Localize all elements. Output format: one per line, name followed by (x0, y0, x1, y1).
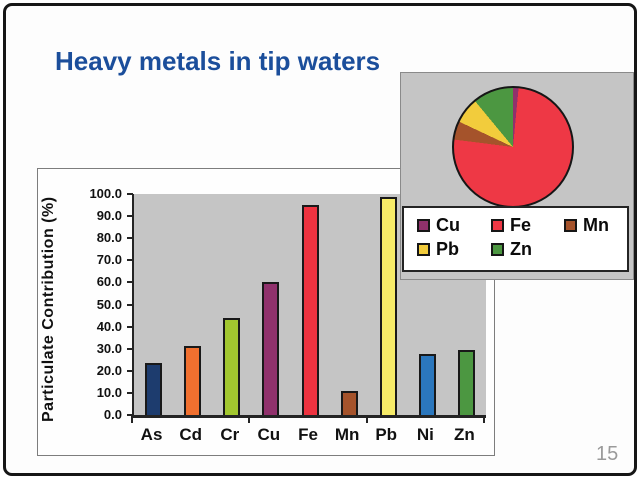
y-tick-mark (127, 237, 133, 240)
bar-mn (340, 391, 358, 415)
page-number: 15 (596, 443, 619, 465)
legend-label-fe: Fe (510, 215, 532, 235)
bar-chart-y-axis-title: Particulate Contribution (%) (40, 196, 57, 422)
bar-as (145, 363, 163, 415)
y-tick-mark (127, 193, 133, 195)
x-label-cu: Cu (257, 425, 281, 444)
bar-pb (379, 197, 397, 415)
y-tick-label: 10.0 (96, 384, 122, 400)
legend-item-pb: Pb (417, 240, 491, 258)
y-tick-mark (127, 325, 133, 328)
bar-fe (301, 205, 319, 415)
y-tick-label: 70.0 (96, 252, 122, 268)
legend-label-zn: Zn (510, 239, 532, 259)
y-tick-label: 60.0 (96, 274, 122, 290)
legend-label-mn: Mn (583, 215, 609, 235)
y-tick-label: 0.0 (103, 407, 122, 422)
y-tick-label: 30.0 (96, 340, 122, 356)
bar-cd (184, 346, 202, 415)
x-label-mn: Mn (334, 425, 360, 444)
y-tick-label: 50.0 (96, 296, 122, 312)
legend-swatch-pb (417, 242, 430, 256)
y-tick-mark (127, 303, 133, 306)
x-label-zn: Zn (454, 425, 475, 444)
y-tick-mark (127, 391, 133, 394)
slide-title: Heavy metals in tip waters (55, 46, 381, 76)
legend-swatch-zn (491, 242, 504, 256)
legend-item-fe: Fe (491, 216, 564, 234)
pie-chart (452, 86, 574, 208)
x-label-pb: Pb (375, 425, 398, 444)
legend-swatch-mn (564, 218, 577, 232)
x-label-fe: Fe (298, 425, 318, 444)
legend-label-cu: Cu (436, 215, 460, 235)
y-tick-label: 20.0 (96, 362, 122, 378)
x-tick-mark (365, 416, 368, 423)
legend-swatch-fe (491, 218, 504, 232)
x-label-ni: Ni (416, 425, 434, 444)
legend-item-mn: Mn (564, 216, 627, 234)
y-tick-label: 40.0 (96, 318, 122, 334)
y-tick-mark (127, 414, 133, 416)
x-tick-mark (248, 416, 251, 423)
y-tick-mark (127, 215, 133, 218)
slide: Heavy metals in tip waters Particulate C… (3, 3, 637, 476)
x-tick-mark (483, 416, 485, 423)
legend-swatch-cu (417, 218, 430, 232)
y-tick-mark (127, 369, 133, 372)
y-tick-label: 90.0 (96, 208, 122, 224)
legend-label-pb: Pb (436, 239, 460, 259)
bar-cr (223, 318, 241, 415)
y-tick-label: 100.0 (89, 186, 122, 201)
legend-item-cu: Cu (417, 216, 491, 234)
pie-legend: Cu Fe Mn Pb Zn (402, 206, 629, 272)
bar-ni (418, 354, 436, 415)
x-tick-mark (131, 416, 133, 423)
y-tick-mark (127, 259, 133, 262)
legend-item-zn: Zn (491, 240, 564, 258)
y-tick-mark (127, 281, 133, 284)
y-tick-label: 80.0 (96, 230, 122, 246)
x-label-cr: Cr (220, 425, 240, 444)
bar-zn (457, 350, 475, 415)
x-label-cd: Cd (179, 425, 202, 444)
x-label-as: As (140, 425, 163, 444)
bar-cu (262, 282, 280, 415)
y-tick-mark (127, 347, 133, 350)
